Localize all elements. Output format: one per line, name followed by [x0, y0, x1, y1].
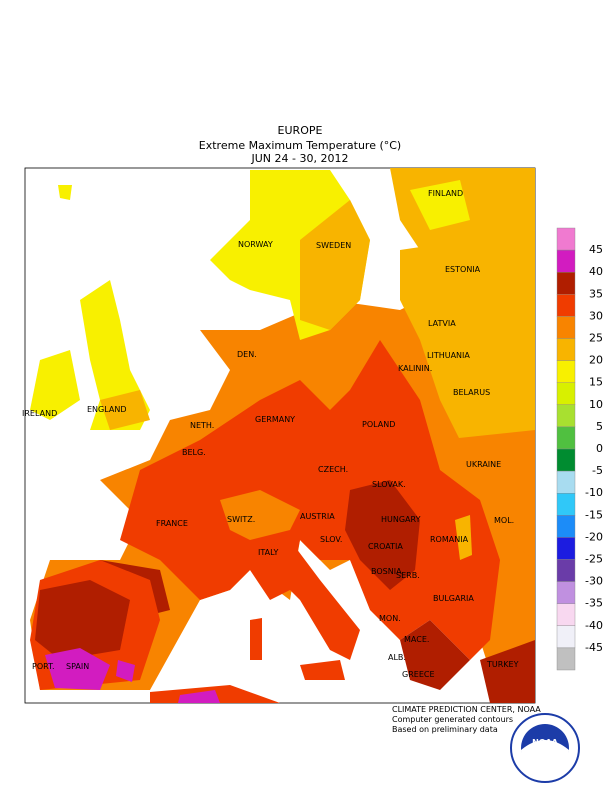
- country-label: KALININ.: [398, 364, 432, 373]
- legend-swatch: [556, 227, 576, 251]
- country-label: GERMANY: [255, 415, 295, 424]
- legend-label: 30: [589, 309, 603, 322]
- country-label: MOL.: [494, 516, 514, 525]
- logo-text: NOAA: [532, 738, 558, 747]
- legend-swatch: [556, 382, 576, 406]
- legend-swatch: [556, 647, 576, 671]
- legend-label: 5: [596, 420, 603, 433]
- country-label: FRANCE: [156, 519, 188, 528]
- legend-label: -10: [585, 486, 603, 499]
- title: Extreme Maximum Temperature (°C): [199, 139, 401, 152]
- legend: 45 40 35 30 25 20 15 10 5 0 -5 -10 -15 -20 -25 -30 -35 -4…: [556, 227, 603, 671]
- country-label: ENGLAND: [87, 405, 127, 414]
- country-label: SLOV.: [320, 535, 342, 544]
- legend-swatch: [556, 625, 576, 649]
- legend-swatch: [556, 360, 576, 383]
- country-label: NORWAY: [238, 240, 273, 249]
- country-label: GREECE: [402, 670, 435, 679]
- footer-text: Based on preliminary data: [392, 725, 498, 734]
- legend-label: -25: [585, 553, 603, 566]
- legend-swatch: [556, 338, 576, 361]
- legend-label: 20: [589, 354, 603, 367]
- legend-swatch: [556, 515, 576, 538]
- legend-swatch: [556, 448, 576, 472]
- legend-swatch: [556, 493, 576, 516]
- country-label: TURKEY: [486, 660, 519, 669]
- legend-label: -20: [585, 530, 603, 543]
- legend-label: -15: [585, 508, 603, 521]
- country-label: BULGARIA: [433, 594, 474, 603]
- legend-swatch: [556, 404, 576, 428]
- legend-swatch: [556, 470, 576, 494]
- country-label: BELG.: [182, 448, 206, 457]
- legend-label: -45: [585, 641, 603, 654]
- country-label: MON.: [379, 614, 401, 623]
- country-label: ALB.: [388, 653, 406, 662]
- country-label: SPAIN: [66, 662, 89, 671]
- legend-swatch: [556, 581, 576, 604]
- legend-label: 10: [589, 398, 603, 411]
- country-label: SLOVAK.: [372, 480, 406, 489]
- country-label: SWITZ.: [227, 515, 255, 524]
- legend-swatch: [556, 426, 576, 450]
- country-label: ROMANIA: [430, 535, 469, 544]
- legend-label: -5: [592, 464, 603, 477]
- country-label: CZECH.: [318, 465, 348, 474]
- region: EUROPE: [278, 124, 323, 137]
- legend-label: 25: [589, 332, 603, 345]
- country-label: MACE.: [404, 635, 429, 644]
- legend-label: 40: [589, 265, 603, 278]
- legend-label: 35: [589, 287, 603, 300]
- country-label: LATVIA: [428, 319, 456, 328]
- legend-swatch: [556, 272, 576, 295]
- period: JUN 24 - 30, 2012: [251, 152, 349, 165]
- legend-swatch: [556, 603, 576, 627]
- country-label: NETH.: [190, 421, 214, 430]
- country-label: DEN.: [237, 350, 257, 359]
- legend-label: -30: [585, 575, 603, 588]
- footer-text: Computer generated contours: [392, 715, 513, 724]
- country-label: SERB.: [396, 571, 420, 580]
- legend-label: 45: [589, 243, 603, 256]
- footer-text: CLIMATE PREDICTION CENTER, NOAA: [392, 705, 541, 714]
- country-label: FINLAND: [428, 189, 463, 198]
- country-label: PORT.: [32, 662, 55, 671]
- legend-swatch: [556, 537, 576, 560]
- legend-swatch: [556, 559, 576, 582]
- legend-swatch: [556, 316, 576, 339]
- legend-label: -40: [585, 619, 603, 632]
- country-label: IRELAND: [22, 409, 57, 418]
- legend-swatch: [556, 294, 576, 317]
- country-label: BELARUS: [453, 388, 490, 397]
- legend-swatch: [556, 249, 576, 273]
- country-label: SWEDEN: [316, 241, 351, 250]
- country-label: ESTONIA: [445, 265, 481, 274]
- country-label: ITALY: [258, 548, 278, 557]
- noaa-logo: NOAA: [510, 713, 580, 783]
- legend-label: 0: [596, 442, 603, 455]
- country-label: LITHUANIA: [427, 351, 470, 360]
- map: [24, 167, 536, 704]
- country-label: HUNGARY: [381, 515, 421, 524]
- country-label: AUSTRIA: [300, 512, 335, 521]
- country-label: CROATIA: [368, 542, 403, 551]
- legend-label: 15: [589, 376, 603, 389]
- country-label: BOSNIA: [371, 567, 402, 576]
- legend-label: -35: [585, 597, 603, 610]
- country-label: POLAND: [362, 420, 395, 429]
- country-label: UKRAINE: [466, 460, 501, 469]
